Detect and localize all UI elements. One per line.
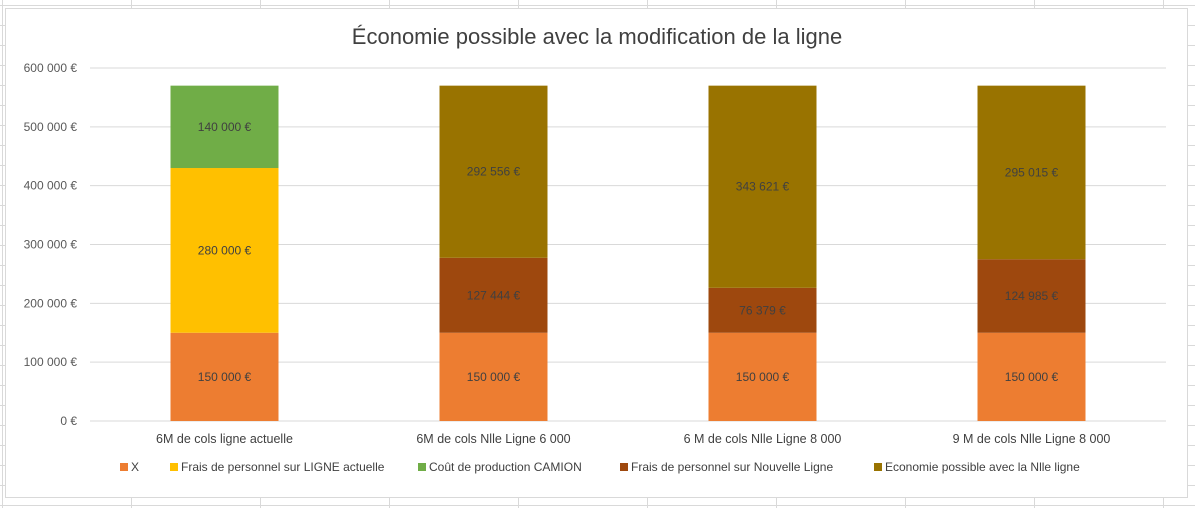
data-label: 292 556 € [467, 165, 521, 179]
legend-label: Economie possible avec la Nlle ligne [885, 460, 1080, 474]
x-category-label: 6M de cols ligne actuelle [156, 432, 293, 446]
data-label: 124 985 € [1005, 289, 1059, 303]
legend-swatch [874, 463, 882, 471]
data-label: 127 444 € [467, 288, 521, 302]
bar-segment[interactable] [439, 85, 548, 258]
y-tick-label: 200 000 € [24, 296, 78, 310]
y-tick-label: 600 000 € [24, 61, 78, 75]
legend-label: X [131, 460, 139, 474]
y-tick-label: 100 000 € [24, 355, 78, 369]
bar-segment[interactable] [708, 85, 817, 288]
y-tick-label: 300 000 € [24, 238, 78, 252]
legend-label: Frais de personnel sur LIGNE actuelle [181, 460, 385, 474]
data-label: 150 000 € [736, 370, 790, 384]
y-tick-label: 0 € [60, 414, 77, 428]
bar-segment[interactable] [439, 332, 548, 421]
legend-label: Coût de production CAMION [429, 460, 582, 474]
bar-segment[interactable] [977, 332, 1086, 421]
legend: X Frais de personnel sur LIGNE actuelle Co… [120, 460, 1080, 474]
bar-segment[interactable] [170, 168, 279, 333]
chart-title: Économie possible avec la modification d… [352, 24, 842, 49]
data-label: 295 015 € [1005, 165, 1059, 179]
y-axis-ticks: 0 € 100 000 € 200 000 € 300 000 € 400 000 € 5… [24, 61, 78, 428]
data-label: 150 000 € [1005, 370, 1059, 384]
data-label: 280 000 € [198, 243, 252, 257]
legend-swatch [120, 463, 128, 471]
y-tick-label: 400 000 € [24, 179, 78, 193]
bar-segment[interactable] [977, 259, 1086, 333]
data-label: 343 621 € [736, 180, 790, 194]
legend-swatch [170, 463, 178, 471]
bar-segment[interactable] [708, 332, 817, 421]
y-tick-label: 500 000 € [24, 120, 78, 134]
x-category-label: 6 M de cols Nlle Ligne 8 000 [684, 432, 842, 446]
data-label: 140 000 € [198, 120, 252, 134]
bar-segment[interactable] [439, 257, 548, 333]
x-axis-categories: 6M de cols ligne actuelle 6M de cols Nlle… [156, 432, 1110, 446]
bar-segment[interactable] [977, 85, 1086, 260]
x-category-label: 9 M de cols Nlle Ligne 8 000 [953, 432, 1111, 446]
data-label: 76 379 € [739, 303, 786, 317]
x-category-label: 6M de cols Nlle Ligne 6 000 [416, 432, 570, 446]
bar-segment[interactable] [708, 287, 817, 333]
legend-swatch [418, 463, 426, 471]
bar-segment[interactable] [170, 332, 279, 421]
data-label: 150 000 € [467, 370, 521, 384]
data-label: 150 000 € [198, 370, 252, 384]
legend-label: Frais de personnel sur Nouvelle Ligne [631, 460, 833, 474]
bars: 150 000 € 280 000 € 140 000 € 150 000 € 127 … [170, 85, 1086, 421]
bar-segment[interactable] [170, 85, 279, 169]
legend-swatch [620, 463, 628, 471]
